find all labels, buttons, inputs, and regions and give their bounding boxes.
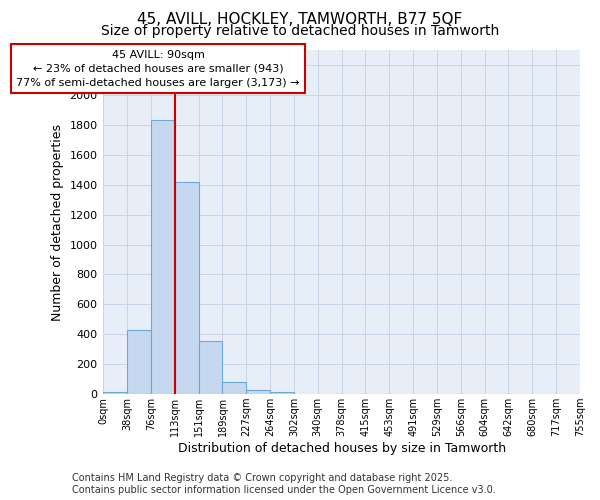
Bar [246, 390, 270, 394]
Text: 45 AVILL: 90sqm
← 23% of detached houses are smaller (943)
77% of semi-detached : 45 AVILL: 90sqm ← 23% of detached houses… [16, 50, 300, 88]
Bar [223, 382, 246, 394]
Bar [199, 341, 223, 394]
X-axis label: Distribution of detached houses by size in Tamworth: Distribution of detached houses by size … [178, 442, 506, 455]
Y-axis label: Number of detached properties: Number of detached properties [51, 124, 64, 320]
Text: Size of property relative to detached houses in Tamworth: Size of property relative to detached ho… [101, 24, 499, 38]
Bar [127, 330, 151, 394]
Bar [151, 120, 175, 394]
Bar [103, 392, 127, 394]
Text: Contains HM Land Registry data © Crown copyright and database right 2025.
Contai: Contains HM Land Registry data © Crown c… [72, 474, 496, 495]
Text: 45, AVILL, HOCKLEY, TAMWORTH, B77 5QF: 45, AVILL, HOCKLEY, TAMWORTH, B77 5QF [137, 12, 463, 28]
Bar [175, 182, 199, 394]
Bar [270, 392, 294, 394]
